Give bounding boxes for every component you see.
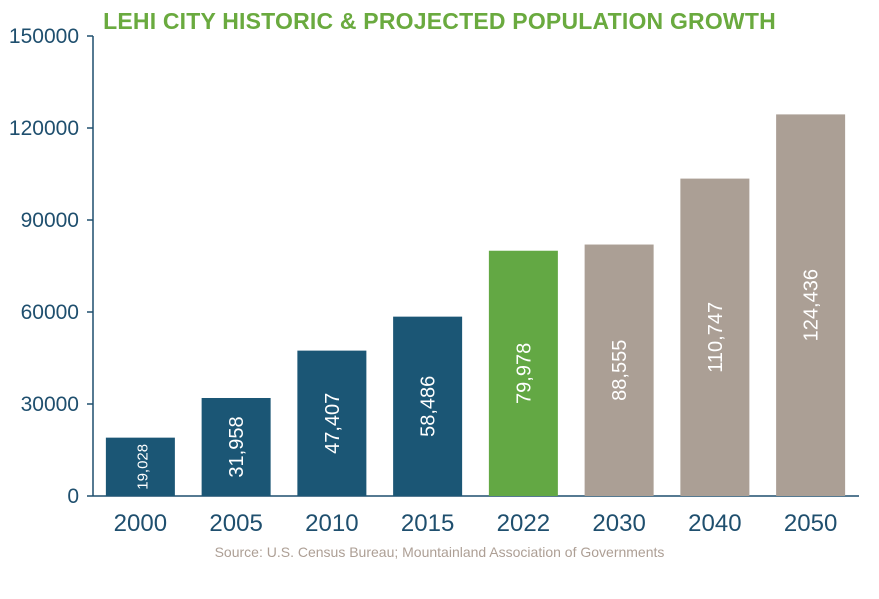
x-tick-label: 2005	[209, 510, 262, 537]
x-tick-label: 2030	[592, 510, 645, 537]
source-note: Source: U.S. Census Bureau; Mountainland…	[214, 544, 665, 560]
x-tick-label: 2050	[784, 510, 837, 537]
y-tick-label: 90000	[21, 209, 79, 232]
bar	[488, 250, 558, 496]
bar	[393, 316, 463, 496]
bar	[776, 114, 846, 496]
x-tick-label: 2040	[688, 510, 741, 537]
x-tick-label: 2000	[114, 510, 167, 537]
bar-data-label: 88,555	[609, 340, 631, 401]
bar-data-label: 79,978	[513, 343, 535, 404]
bar	[105, 437, 175, 496]
bar-data-label: 58,486	[418, 376, 440, 437]
x-tick-label: 2015	[401, 510, 454, 537]
bar-data-label: 124,436	[801, 269, 823, 341]
bar	[297, 350, 367, 496]
x-tick-label: 2022	[497, 510, 550, 537]
x-tick-label: 2010	[305, 510, 358, 537]
bar	[680, 178, 750, 496]
bar-data-label: 19,028	[134, 444, 151, 490]
y-tick-label: 0	[67, 485, 79, 508]
y-tick-label: 60000	[21, 301, 79, 324]
y-tick-label: 120000	[9, 117, 79, 140]
bar-data-label: 47,407	[322, 393, 344, 454]
bar-data-label: 110,747	[705, 302, 727, 373]
y-tick-label: 150000	[9, 25, 79, 48]
chart-title: LEHI CITY HISTORIC & PROJECTED POPULATIO…	[103, 8, 776, 34]
bar	[201, 397, 271, 496]
bar-data-label: 31,958	[226, 416, 248, 477]
y-tick-label: 30000	[21, 393, 79, 416]
bar	[584, 244, 654, 496]
